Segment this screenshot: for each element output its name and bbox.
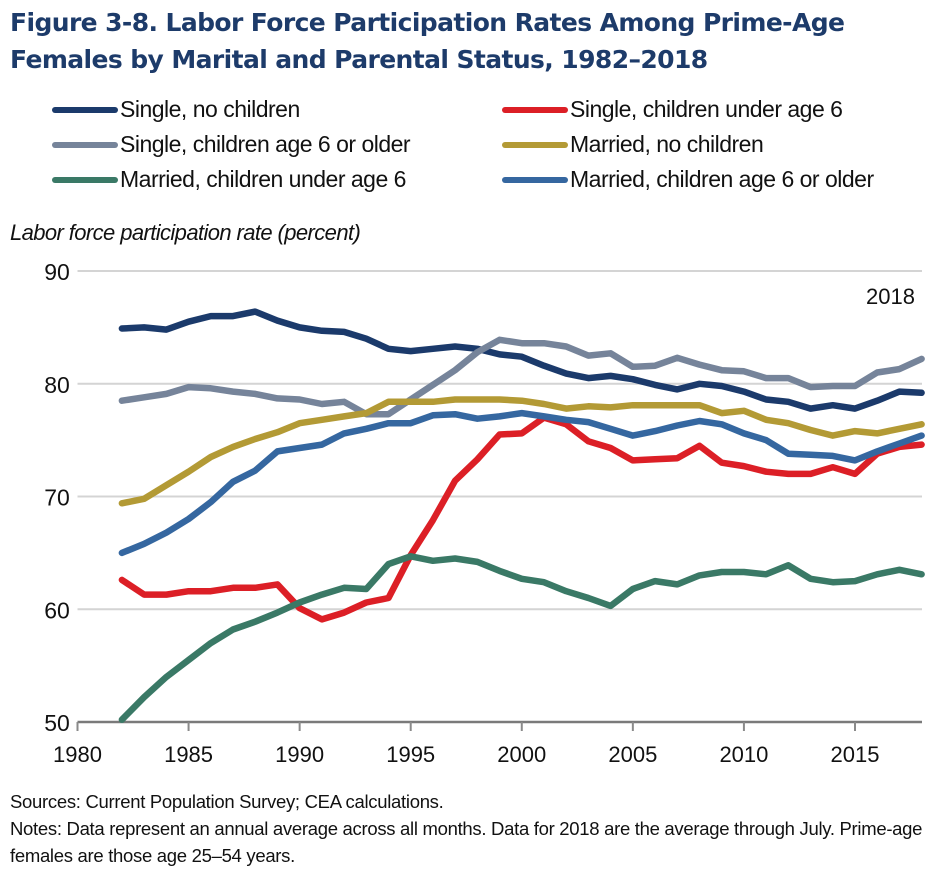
legend-item-married-children-6-older: Married, children age 6 or older [502, 166, 874, 193]
legend-item-married-children-under-6: Married, children under age 6 [52, 166, 406, 193]
y-axis-label: Labor force participation rate (percent) [10, 220, 361, 245]
x-tick-label: 1995 [386, 742, 435, 767]
y-tick-label: 60 [44, 597, 70, 623]
y-tick-label: 80 [44, 372, 70, 398]
x-tick-label: 1985 [164, 742, 213, 767]
y-tick-label: 90 [44, 259, 70, 285]
chart-title: Figure 3-8. Labor Force Participation Ra… [10, 8, 845, 74]
x-tick-label: 2000 [497, 742, 546, 767]
legend-label: Single, children age 6 or older [120, 131, 411, 157]
annotation-2018: 2018 [866, 284, 915, 309]
series-line-single-children-age-6-or-older [118, 336, 925, 418]
legend-swatch [52, 176, 118, 183]
x-tick-label: 2010 [719, 742, 768, 767]
legend-label: Married, children under age 6 [120, 166, 406, 192]
legend-swatch [52, 141, 118, 148]
x-tick-label: 1980 [53, 742, 102, 767]
x-axis: 1980 1985 1990 1995 2000 2005 2010 2015 [53, 720, 922, 767]
series-line-married-children-age-6-or-older [118, 409, 925, 557]
legend-label: Single, children under age 6 [570, 96, 843, 122]
series-lines [118, 308, 925, 723]
x-tick-label: 1990 [275, 742, 324, 767]
sources-text: Sources: Current Population Survey; CEA … [10, 791, 444, 812]
notes-block: Sources: Current Population Survey; CEA … [10, 788, 930, 869]
legend-label: Married, no children [570, 131, 764, 157]
series-line-single-children-under-age-6 [118, 414, 925, 623]
legend-swatch [502, 176, 568, 183]
legend-item-single-no-children: Single, no children [52, 96, 300, 123]
series-line-single-no-children [118, 308, 925, 412]
legend-item-married-no-children: Married, no children [502, 131, 764, 158]
y-tick-label: 70 [44, 485, 70, 511]
legend-swatch [52, 106, 118, 113]
notes-text: Notes: Data represent an annual average … [10, 818, 923, 866]
gridlines [77, 270, 922, 611]
x-tick-label: 2015 [831, 742, 880, 767]
series-line-married-children-under-age-6 [118, 553, 925, 723]
legend-item-single-children-6-older: Single, children age 6 or older [52, 131, 411, 158]
legend-item-single-children-under-6: Single, children under age 6 [502, 96, 843, 123]
legend-label: Single, no children [120, 96, 300, 122]
y-tick-label: 50 [44, 710, 70, 736]
x-tick-label: 2005 [608, 742, 657, 767]
y-tick-labels: 50 60 70 80 90 [44, 259, 70, 736]
legend-label: Married, children age 6 or older [570, 166, 874, 192]
legend-swatch [502, 106, 568, 113]
legend-swatch [502, 141, 568, 148]
series-line-married-no-children [118, 396, 925, 507]
